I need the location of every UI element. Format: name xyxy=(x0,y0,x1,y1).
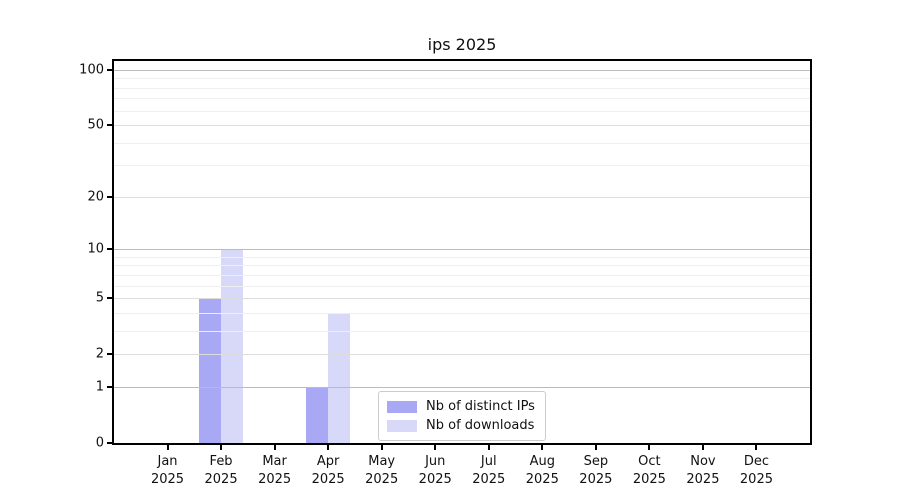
xtick-oct xyxy=(648,445,651,450)
ytick-label-20: 20 xyxy=(87,189,104,205)
gridline-10 xyxy=(114,249,810,251)
gridline-minor xyxy=(114,285,810,287)
xtick-label-dec: Dec 2025 xyxy=(739,454,773,487)
ytick-50 xyxy=(107,124,112,127)
gridline-minor xyxy=(114,142,810,144)
legend: Nb of distinct IPs Nb of downloads xyxy=(378,391,546,441)
xtick-label-may: May 2025 xyxy=(365,454,399,487)
xtick-label-apr: Apr 2025 xyxy=(311,454,345,487)
ytick-100 xyxy=(107,69,112,71)
gridline-20 xyxy=(114,196,810,198)
gridline-minor xyxy=(114,110,810,112)
xtick-label-feb: Feb 2025 xyxy=(204,454,238,487)
bar-downloads-feb xyxy=(221,249,244,443)
ytick-label-2: 2 xyxy=(95,346,104,362)
xtick-aug xyxy=(541,445,544,450)
bar-downloads-apr xyxy=(328,312,351,443)
ytick-10 xyxy=(107,248,112,251)
gridline-minor xyxy=(114,165,810,167)
gridline-minor xyxy=(114,330,810,332)
gridline-5 xyxy=(114,298,810,300)
ytick-0 xyxy=(107,442,112,444)
gridline-minor xyxy=(114,312,810,314)
chart-title: ips 2025 xyxy=(427,35,497,54)
gridline-50 xyxy=(114,125,810,127)
xtick-label-jan: Jan 2025 xyxy=(150,454,185,487)
ytick-label-5: 5 xyxy=(95,290,104,306)
ytick-2 xyxy=(107,353,112,356)
legend-swatch-downloads-icon xyxy=(387,419,417,432)
ytick-label-0: 0 xyxy=(95,435,104,451)
xtick-label-oct: Oct 2025 xyxy=(632,454,666,487)
gridline-minor xyxy=(114,274,810,276)
xtick-jun xyxy=(434,445,437,450)
xtick-jan xyxy=(166,445,169,450)
xtick-feb xyxy=(220,445,223,450)
xtick-label-jul: Jul 2025 xyxy=(472,454,506,487)
bar-distinct-ips-apr xyxy=(306,386,329,443)
xtick-label-sep: Sep 2025 xyxy=(579,454,613,487)
bar-distinct-ips-feb xyxy=(199,298,222,443)
legend-label-distinct-ips: Nb of distinct IPs xyxy=(426,399,535,414)
xtick-label-nov: Nov 2025 xyxy=(686,454,720,487)
legend-item-distinct-ips: Nb of distinct IPs xyxy=(387,397,537,416)
gridline-100 xyxy=(114,70,810,71)
xtick-label-jun: Jun 2025 xyxy=(418,454,452,487)
legend-label-downloads: Nb of downloads xyxy=(426,418,535,433)
ytick-label-50: 50 xyxy=(87,117,104,133)
xtick-label-mar: Mar 2025 xyxy=(258,454,292,487)
axis-right xyxy=(810,59,812,445)
gridline-1 xyxy=(114,386,810,388)
xtick-apr xyxy=(327,445,330,450)
gridline-minor xyxy=(114,78,810,80)
legend-swatch-distinct-ips-icon xyxy=(387,400,417,413)
gridline-minor xyxy=(114,265,810,267)
gridline-minor xyxy=(114,87,810,89)
gridline-minor xyxy=(114,256,810,258)
ytick-label-10: 10 xyxy=(87,241,104,257)
ytick-1 xyxy=(107,385,112,388)
axis-left xyxy=(112,59,114,445)
legend-item-downloads: Nb of downloads xyxy=(387,416,537,435)
xtick-label-aug: Aug 2025 xyxy=(525,454,559,487)
ytick-5 xyxy=(107,297,112,300)
ytick-label-100: 100 xyxy=(79,62,104,78)
ytick-label-1: 1 xyxy=(95,379,104,395)
gridline-minor xyxy=(114,98,810,100)
xtick-may xyxy=(380,445,383,450)
xtick-nov xyxy=(701,445,704,450)
xtick-mar xyxy=(273,445,276,450)
xtick-sep xyxy=(594,445,597,450)
xtick-jul xyxy=(487,445,490,450)
ytick-20 xyxy=(107,195,112,198)
xtick-dec xyxy=(755,445,758,450)
axis-bottom xyxy=(112,443,812,445)
gridline-2 xyxy=(114,354,810,356)
axis-top xyxy=(112,59,812,61)
